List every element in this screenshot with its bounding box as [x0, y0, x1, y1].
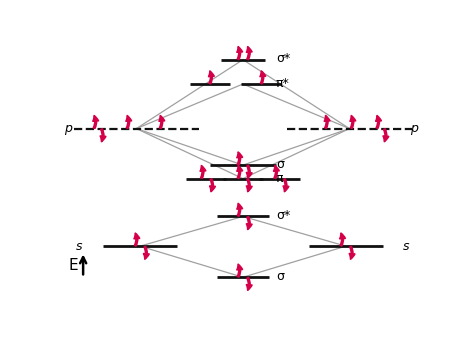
Text: π*: π* — [276, 77, 290, 90]
FancyArrowPatch shape — [349, 246, 355, 259]
FancyArrowPatch shape — [273, 166, 279, 178]
FancyArrowPatch shape — [376, 115, 381, 128]
FancyArrowPatch shape — [237, 204, 242, 216]
FancyArrowPatch shape — [260, 71, 265, 84]
FancyArrowPatch shape — [246, 165, 252, 178]
FancyArrowPatch shape — [100, 129, 106, 141]
FancyArrowPatch shape — [340, 233, 345, 246]
FancyArrowPatch shape — [237, 152, 242, 165]
FancyArrowPatch shape — [246, 277, 252, 290]
FancyArrowPatch shape — [93, 115, 99, 128]
Text: p: p — [64, 122, 73, 135]
Text: s: s — [403, 240, 410, 253]
Text: E: E — [68, 258, 78, 273]
Text: σ*: σ* — [276, 209, 290, 222]
FancyArrowPatch shape — [134, 233, 139, 246]
FancyArrowPatch shape — [159, 115, 164, 128]
FancyArrowPatch shape — [246, 47, 252, 60]
FancyArrowPatch shape — [383, 129, 389, 141]
FancyArrowPatch shape — [350, 115, 356, 128]
Text: π: π — [276, 172, 283, 185]
FancyArrowPatch shape — [200, 166, 206, 178]
FancyArrowPatch shape — [237, 264, 242, 277]
FancyArrowPatch shape — [246, 217, 252, 230]
Text: s: s — [76, 240, 82, 253]
FancyArrowPatch shape — [246, 179, 252, 192]
FancyArrowPatch shape — [324, 115, 330, 128]
Text: σ: σ — [276, 158, 284, 171]
FancyArrowPatch shape — [126, 115, 131, 128]
FancyArrowPatch shape — [283, 179, 289, 192]
FancyArrowPatch shape — [144, 246, 149, 259]
FancyArrowPatch shape — [237, 166, 242, 178]
FancyArrowPatch shape — [210, 179, 215, 192]
FancyArrowPatch shape — [237, 47, 242, 60]
Text: p: p — [410, 122, 418, 135]
Text: σ*: σ* — [276, 52, 290, 65]
Text: σ: σ — [276, 270, 284, 283]
FancyArrowPatch shape — [209, 71, 214, 84]
